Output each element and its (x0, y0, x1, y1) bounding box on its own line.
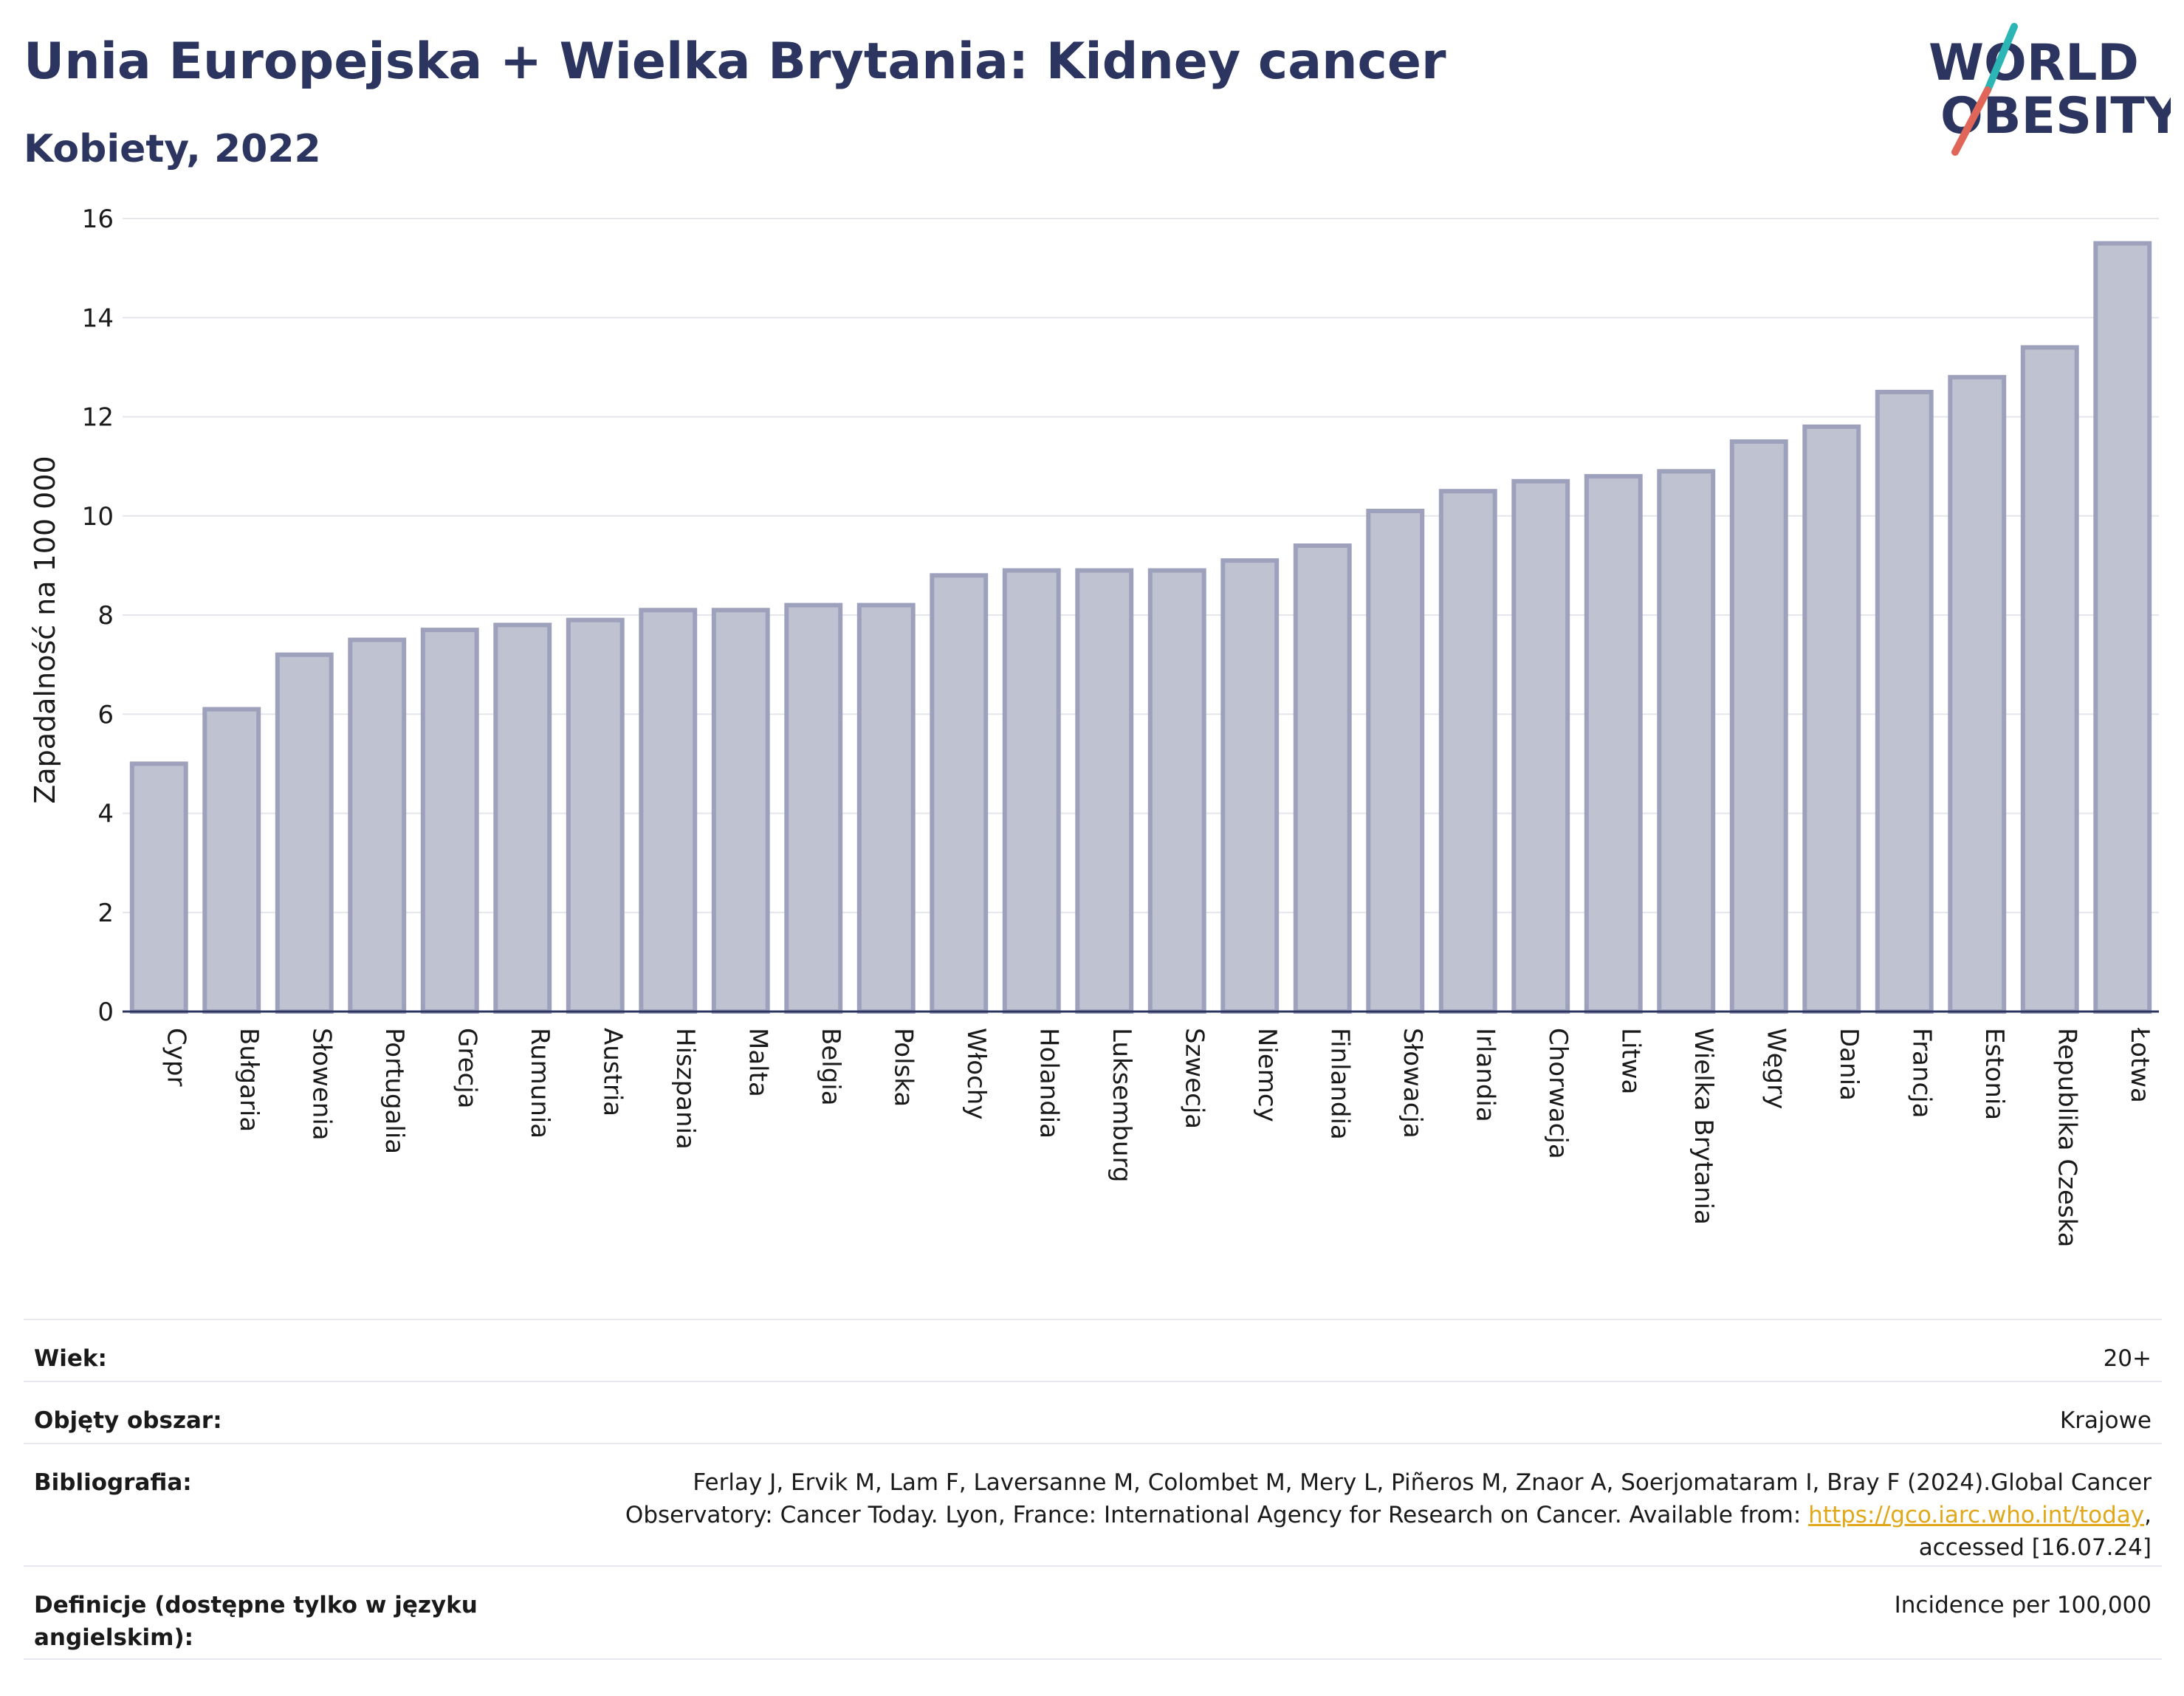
x-tick-label: Holandia (1034, 1028, 1063, 1139)
bar (2020, 345, 2079, 1014)
bar (566, 617, 625, 1014)
x-tick-label: Litwa (1615, 1028, 1645, 1094)
bar (1948, 374, 2007, 1014)
x-tick-label: Łotwa (2125, 1027, 2154, 1103)
bar (1002, 568, 1061, 1014)
y-axis-label: Zapadalność na 100 000 (29, 456, 61, 803)
meta-bibliography-label: Bibliografia: (34, 1469, 192, 1496)
bar (1511, 478, 1570, 1014)
bar (275, 652, 334, 1014)
y-tick-label: 8 (97, 601, 114, 631)
x-tick-label: Estonia (1979, 1028, 2009, 1120)
logo-text-world: WORLD (1929, 34, 2139, 92)
bar (1584, 474, 1643, 1014)
y-tick-labels: 0 2 4 6 8 10 12 14 16 (82, 205, 114, 1027)
meta-row-definitions: Definicje (dostępne tylko w języku angie… (24, 1565, 2162, 1660)
x-tick-label: Malta (743, 1028, 772, 1097)
logo-slash-red (1951, 86, 1991, 156)
bar (1729, 439, 1788, 1014)
x-tick-label: Bułgaria (234, 1028, 264, 1132)
x-tick-label: Słowenia (306, 1028, 336, 1141)
bibliography-text-2: Observatory: Cancer Today. Lyon, France:… (625, 1502, 1809, 1528)
bar (856, 602, 916, 1014)
bar-chart: 0 2 4 6 8 10 12 14 16 Cypr Bułgaria Słowenia Portug… (29, 205, 2159, 1248)
x-tick-label: Słowacja (1398, 1028, 1427, 1139)
x-tick-label: Luksemburg (1107, 1028, 1136, 1182)
bar (784, 602, 843, 1014)
y-tick-label: 10 (82, 502, 114, 532)
bar (1366, 509, 1425, 1014)
bibliography-text-3: , (2144, 1502, 2152, 1528)
world-obesity-logo: WORLD OBESITY (1929, 23, 2171, 156)
bar (1220, 558, 1280, 1014)
y-tick-label: 2 (97, 899, 114, 928)
logo-text-obesity: OBESITY (1940, 87, 2171, 145)
bar (1657, 469, 1716, 1014)
x-tick-labels: Cypr Bułgaria Słowenia Portugalia Grecja Rumu… (161, 1027, 2154, 1248)
y-tick-label: 0 (97, 998, 114, 1027)
x-tick-label: Niemcy (1252, 1028, 1282, 1122)
y-tick-label: 16 (82, 205, 114, 234)
bibliography-text-1: Ferlay J, Ervik M, Lam F, Laversanne M, … (693, 1469, 2152, 1496)
x-tick-label: Portugalia (380, 1028, 409, 1154)
x-tick-label: Finlandia (1325, 1028, 1354, 1140)
meta-age-value: 20+ (2103, 1345, 2152, 1372)
bar (639, 608, 698, 1014)
meta-bibliography-value: Ferlay J, Ervik M, Lam F, Laversanne M, … (527, 1466, 2152, 1564)
x-tick-label: Francja (1906, 1028, 1936, 1118)
bar (930, 573, 989, 1014)
bar (129, 761, 188, 1014)
x-tick-label: Belgia (816, 1028, 845, 1106)
y-tick-label: 14 (82, 303, 114, 333)
bibliography-link[interactable]: https://gco.iarc.who.int/today (1808, 1502, 2145, 1528)
y-tick-label: 4 (97, 800, 114, 829)
x-tick-label: Hiszpania (670, 1028, 700, 1150)
x-tick-label: Polska (888, 1028, 918, 1107)
y-tick-label: 12 (82, 403, 114, 433)
x-tick-label: Rumunia (525, 1028, 554, 1139)
metadata-table: Wiek: 20+ Objęty obszar: Krajowe Bibliog… (24, 1319, 2162, 1660)
bar (1875, 389, 1934, 1014)
bar (420, 628, 479, 1014)
x-tick-label: Włochy (961, 1028, 991, 1119)
meta-coverage-label: Objęty obszar: (34, 1407, 222, 1434)
x-tick-label: Cypr (161, 1028, 190, 1086)
bar (1147, 568, 1206, 1014)
bar (493, 622, 552, 1014)
x-tick-label: Irlandia (1470, 1028, 1500, 1122)
meta-definitions-value: Incidence per 100,000 (1894, 1592, 2152, 1618)
meta-row-bibliography: Bibliografia: Ferlay J, Ervik M, Lam F, … (24, 1443, 2162, 1565)
meta-coverage-value: Krajowe (2059, 1407, 2152, 1434)
y-tick-label: 6 (97, 700, 114, 729)
bar (1293, 543, 1352, 1014)
bar (1075, 568, 1134, 1014)
bar (711, 608, 770, 1014)
bar (348, 637, 407, 1014)
bar (1802, 424, 1861, 1014)
x-tick-label: Republika Czeska (2052, 1028, 2081, 1248)
x-tick-label: Grecja (452, 1028, 481, 1108)
x-tick-label: Wielka Brytania (1689, 1028, 1718, 1225)
meta-age-label: Wiek: (34, 1345, 107, 1372)
bar (2093, 241, 2152, 1014)
logo-slash-teal (1984, 23, 2018, 94)
meta-row-age: Wiek: 20+ (24, 1319, 2162, 1381)
x-tick-label: Austria (597, 1028, 627, 1116)
bar (202, 707, 261, 1014)
meta-row-coverage: Objęty obszar: Krajowe (24, 1381, 2162, 1443)
chart-subtitle: Kobiety, 2022 (24, 127, 321, 171)
bibliography-text-4: accessed [16.07.24] (1918, 1534, 2152, 1561)
bars (129, 241, 2152, 1014)
x-tick-label: Dania (1834, 1028, 1864, 1101)
x-tick-label: Chorwacja (1543, 1028, 1573, 1159)
bar (1438, 489, 1497, 1014)
x-tick-label: Szwecja (1179, 1028, 1209, 1129)
meta-definitions-label: Definicje (dostępne tylko w języku angie… (34, 1592, 478, 1651)
x-tick-label: Węgry (1761, 1028, 1790, 1109)
chart-title: Unia Europejska + Wielka Brytania: Kidne… (24, 32, 1446, 91)
